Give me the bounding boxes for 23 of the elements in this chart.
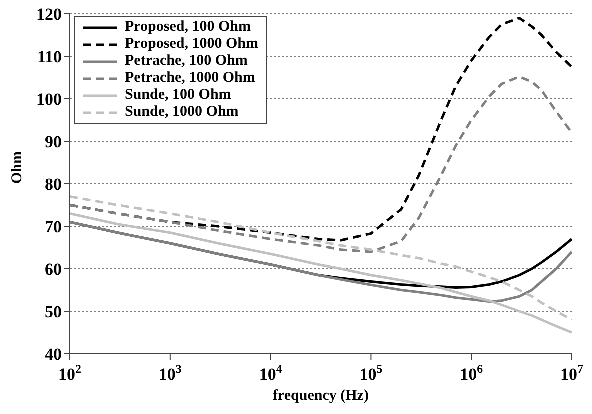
legend-label: Proposed, 1000 Ohm <box>125 36 258 53</box>
y-tick-label: 120 <box>36 5 62 24</box>
y-tick-label: 110 <box>37 48 62 67</box>
legend-label: Petrache, 1000 Ohm <box>125 70 256 87</box>
y-tick-label: 60 <box>45 260 62 280</box>
y-tick-label: 50 <box>45 302 62 322</box>
x-axis-title: frequency (Hz) <box>273 388 369 404</box>
y-axis-title: Ohm <box>9 150 26 184</box>
x-tick-label: 10$^{6}$ <box>460 362 484 384</box>
legend-label: Sunde, 100 Ohm <box>125 87 232 104</box>
x-tick-label: 10$^{4}$ <box>259 362 282 384</box>
y-tick-label: 100 <box>36 90 62 110</box>
x-tick-label: 10$^{3}$ <box>158 362 182 384</box>
y-tick-label: 80 <box>45 175 62 194</box>
y-tick-label: 70 <box>45 218 62 237</box>
legend-label: Petrache, 100 Ohm <box>125 53 248 70</box>
legend-label: Sunde, 1000 Ohm <box>125 104 239 121</box>
legend-label: Proposed, 100 Ohm <box>125 19 251 36</box>
x-tick-label: 10$^{2}$ <box>58 362 82 384</box>
x-tick-label: 10$^{7}$ <box>560 362 584 384</box>
y-tick-label: 40 <box>45 345 62 364</box>
y-tick-label: 90 <box>45 132 62 152</box>
x-tick-label: 10$^{5}$ <box>360 362 383 384</box>
